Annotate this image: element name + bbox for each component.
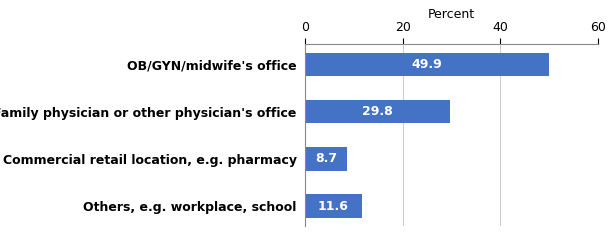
Bar	[305, 194, 362, 218]
Text: 8.7: 8.7	[315, 153, 337, 166]
Text: 29.8: 29.8	[362, 105, 393, 118]
Bar	[305, 147, 348, 171]
Bar	[305, 53, 548, 76]
X-axis label: Percent: Percent	[428, 8, 475, 21]
Text: 49.9: 49.9	[411, 58, 442, 71]
Text: 11.6: 11.6	[318, 200, 349, 213]
Bar	[305, 100, 450, 123]
